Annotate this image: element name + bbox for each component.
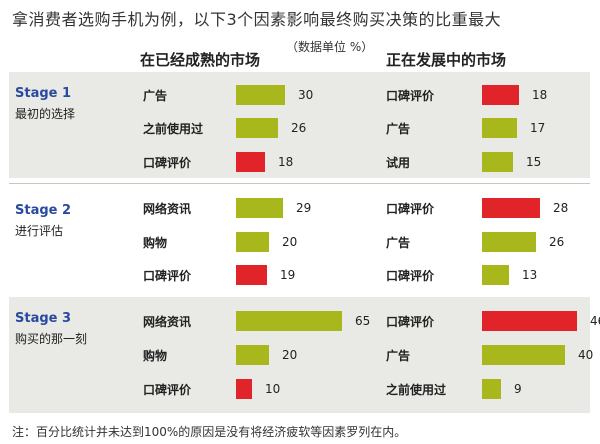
bar-mature <box>236 152 265 172</box>
bar-value-label: 40 <box>578 348 594 362</box>
factor-label: 口碑评价 <box>143 383 192 397</box>
stage-label: Stage 3 <box>15 311 72 326</box>
bar-developing <box>482 265 509 285</box>
bar-mature <box>236 85 285 105</box>
unit-note: （数据单位 %） <box>286 40 374 54</box>
factor-label: 网络资讯 <box>143 315 192 329</box>
factor-label: 广告 <box>386 122 411 136</box>
bar-value-label: 9 <box>514 382 522 396</box>
bar-mature <box>236 265 267 285</box>
stage-label: Stage 1 <box>15 86 72 101</box>
stage-label: Stage 2 <box>15 203 72 218</box>
bar-value-label: 17 <box>530 121 546 135</box>
bar-value-label: 28 <box>553 201 569 215</box>
bar-value-label: 20 <box>282 348 298 362</box>
bar-value-label: 19 <box>280 268 296 282</box>
bar-mature <box>236 379 252 399</box>
bar-value-label: 30 <box>298 88 314 102</box>
factor-label: 口碑评价 <box>386 315 435 329</box>
factor-label: 购物 <box>143 349 168 363</box>
factor-label: 广告 <box>143 89 168 103</box>
bar-value-label: 26 <box>549 235 565 249</box>
bar-value-label: 13 <box>522 268 538 282</box>
factor-label: 广告 <box>386 349 411 363</box>
factor-label: 口碑评价 <box>143 269 192 283</box>
stage-sublabel: 最初的选择 <box>15 107 76 121</box>
column-header-mature: 在已经成熟的市场 <box>140 51 261 69</box>
bar-mature <box>236 311 342 331</box>
bar-developing <box>482 311 577 331</box>
bar-developing <box>482 152 513 172</box>
bar-value-label: 18 <box>278 155 294 169</box>
bar-value-label: 15 <box>526 155 542 169</box>
column-header-developing: 正在发展中的市场 <box>386 51 507 69</box>
factor-label: 口碑评价 <box>386 89 435 103</box>
bar-developing <box>482 379 501 399</box>
factor-label: 口碑评价 <box>386 202 435 216</box>
factor-label: 之前使用过 <box>386 383 447 397</box>
bar-value-label: 65 <box>355 314 371 328</box>
bar-developing <box>482 85 519 105</box>
bar-value-label: 10 <box>265 382 281 396</box>
bar-value-label: 46 <box>590 314 600 328</box>
bar-mature <box>236 345 269 365</box>
bar-value-label: 18 <box>532 88 548 102</box>
stage-divider <box>9 183 590 184</box>
bar-value-label: 29 <box>296 201 312 215</box>
bar-mature <box>236 118 278 138</box>
bar-mature <box>236 198 283 218</box>
bar-developing <box>482 118 517 138</box>
factor-label: 购物 <box>143 236 168 250</box>
footnote: 注：百分比统计并未达到100%的原因是没有将经济疲软等因素罗列在内。 <box>12 425 407 439</box>
bar-developing <box>482 345 565 365</box>
factor-label: 口碑评价 <box>386 269 435 283</box>
factor-label: 口碑评价 <box>143 156 192 170</box>
factor-label: 网络资讯 <box>143 202 192 216</box>
bar-value-label: 26 <box>291 121 307 135</box>
bar-developing <box>482 232 536 252</box>
stage-sublabel: 进行评估 <box>15 224 64 238</box>
factor-label: 试用 <box>386 156 411 170</box>
stage-sublabel: 购买的那一刻 <box>15 332 88 346</box>
factor-label: 广告 <box>386 236 411 250</box>
factor-label: 之前使用过 <box>143 122 204 136</box>
chart-title: 拿消费者选购手机为例，以下3个因素影响最终购买决策的比重最大 <box>12 10 502 29</box>
bar-value-label: 20 <box>282 235 298 249</box>
bar-developing <box>482 198 540 218</box>
bar-mature <box>236 232 269 252</box>
